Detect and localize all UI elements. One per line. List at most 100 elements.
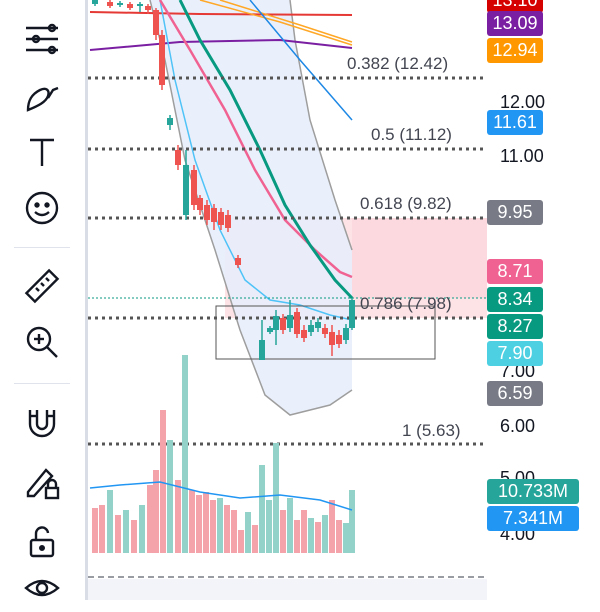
volume-bar (224, 505, 230, 553)
candle-body (329, 332, 335, 345)
volume-bar (92, 508, 98, 553)
volume-bar (123, 510, 129, 553)
volume-bar (131, 520, 137, 553)
price-chart[interactable] (88, 0, 600, 600)
volume-bar (99, 505, 105, 553)
lock-drawing-tool[interactable] (16, 458, 68, 506)
candle-body (153, 10, 159, 35)
volume-bar (196, 495, 202, 553)
axis-label: 6.00 (500, 416, 536, 436)
axis-label: 12.00 (500, 92, 546, 112)
candle-body (211, 208, 217, 222)
unlock-tool[interactable] (16, 518, 68, 566)
volume-bar (147, 485, 153, 553)
candle-body (301, 330, 307, 338)
candle-body (145, 6, 151, 10)
text-tool[interactable] (16, 128, 68, 176)
candle-body (273, 316, 279, 330)
volume-bar (266, 500, 272, 553)
ma-fast (178, 0, 354, 300)
candle-body (280, 318, 286, 330)
candle-body (137, 4, 143, 6)
magnet-tool-icon (28, 410, 56, 438)
toolbar-divider (14, 383, 70, 384)
volume-bar (343, 523, 349, 553)
candle-body (336, 335, 342, 344)
candle-body (218, 212, 224, 225)
candle-body (287, 315, 293, 328)
ma-pink (158, 0, 353, 279)
price-tag: 12.94 (487, 38, 543, 63)
volume-bar (238, 530, 244, 553)
lock-drawing-tool-icon (26, 468, 60, 500)
drawing-toolbar (0, 0, 85, 600)
trend-line-tool-icon (26, 23, 58, 55)
volume-bar (153, 470, 159, 553)
ma-purple (89, 38, 353, 51)
price-tag: 8.71 (487, 259, 543, 284)
volume-bar (139, 505, 145, 553)
chart-pane[interactable]: 0.382 (12.42) 0.5 (11.12) 0.618 (9.82) 0… (88, 0, 600, 600)
candle-body (225, 215, 231, 228)
volume-bar (175, 480, 181, 553)
volume-bar (245, 512, 251, 553)
price-tag: 11.61 (487, 110, 543, 135)
fib-zone-dark (352, 218, 487, 298)
volume-bar (280, 510, 286, 553)
bollinger-lower (149, 0, 353, 416)
candle-body (315, 322, 321, 328)
toolbar-border (85, 0, 88, 600)
candle-body (267, 328, 273, 332)
price-tag: 13.10 (487, 0, 543, 13)
candle-body (294, 312, 300, 334)
brush-tool[interactable] (16, 72, 68, 120)
volume-ma (89, 481, 353, 511)
volume-bar (322, 515, 328, 553)
candle-body (175, 150, 181, 165)
volume-bar (217, 498, 223, 553)
price-tag: 6.59 (487, 381, 543, 406)
volume-bar (301, 510, 307, 553)
candle-body (117, 3, 123, 5)
emoji-tool[interactable] (16, 184, 68, 232)
ma-light (159, 0, 353, 321)
price-tag: 8.34 (487, 287, 543, 312)
candle-body (167, 118, 173, 125)
bollinger-band (150, 0, 352, 415)
volume-bar (203, 492, 209, 553)
candle-body (343, 328, 349, 340)
candle-body (259, 340, 265, 360)
ruler-tool[interactable] (16, 262, 68, 310)
axis-label: 7.00 (500, 361, 536, 381)
zoom-in-tool-icon (26, 326, 58, 358)
price-tag: 13.09 (487, 11, 543, 36)
magnet-tool[interactable] (16, 398, 68, 446)
volume-bar (336, 520, 342, 553)
volume-bar (294, 520, 300, 553)
selection-rect (215, 305, 436, 360)
candle-body (127, 4, 133, 8)
trend-line-tool[interactable] (16, 15, 68, 63)
volume-tag: 10.733M (487, 479, 579, 504)
fib-label: 0.5 (11.12) (371, 125, 452, 144)
visibility-tool[interactable] (16, 564, 68, 612)
volume-bar (273, 443, 279, 553)
volume-bar (287, 498, 293, 553)
toolbar-divider (14, 247, 70, 248)
volume-bar (210, 500, 216, 553)
volume-bar (115, 515, 121, 553)
ruler-tool-icon (24, 268, 60, 304)
candle-body (204, 205, 210, 220)
zoom-in-tool[interactable] (16, 318, 68, 366)
candle-body (308, 325, 314, 332)
volume-tag: 7.341M (487, 506, 579, 531)
text-tool-icon (30, 138, 54, 166)
candle-body (159, 35, 165, 85)
visibility-eye-icon (24, 579, 60, 597)
volume-bar (315, 522, 321, 553)
lower-pane (88, 579, 487, 600)
brush-tool-icon (26, 86, 59, 112)
volume-bar (349, 490, 355, 553)
fib-label: 1 (5.63) (402, 421, 461, 440)
candle-body (107, 2, 113, 6)
